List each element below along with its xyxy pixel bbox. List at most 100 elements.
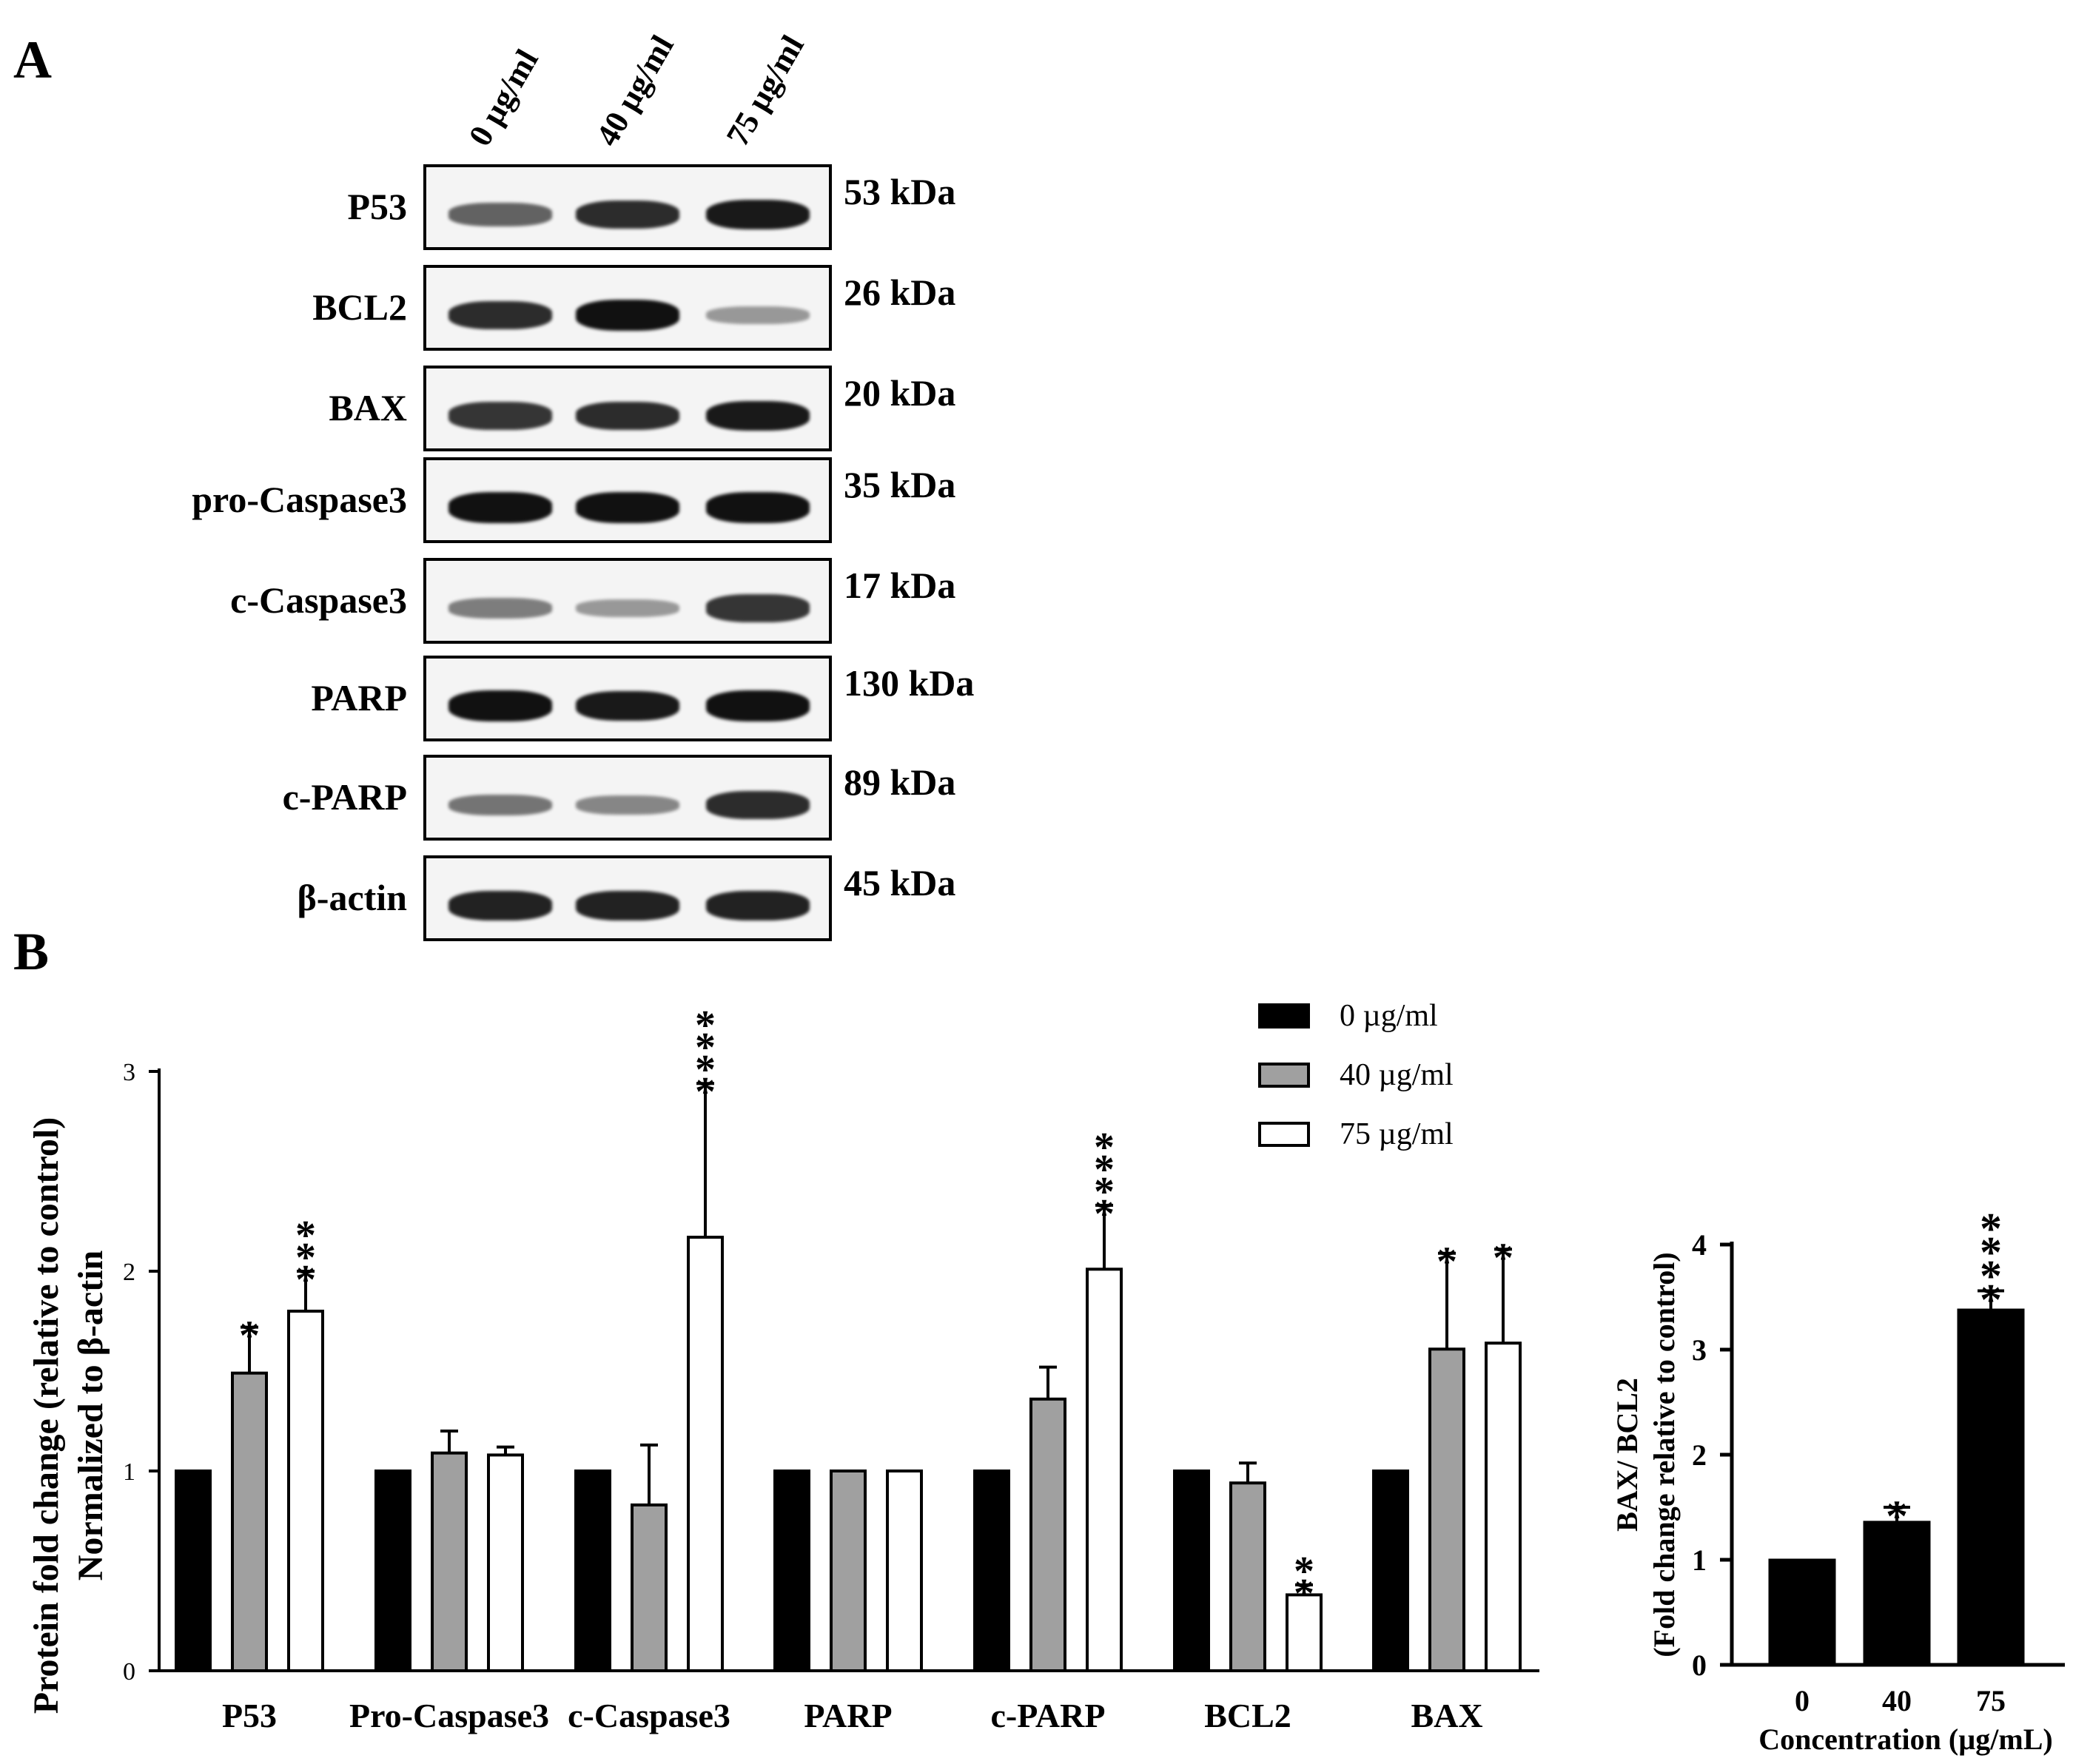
blot-band xyxy=(448,492,552,523)
blot-band xyxy=(706,790,810,820)
bar xyxy=(1957,1308,2025,1666)
bar xyxy=(631,1503,668,1673)
blot-band xyxy=(448,300,552,330)
significance-star: * xyxy=(1886,1492,1908,1541)
significance-star: * xyxy=(295,1235,316,1281)
lane-label: 75 µg/ml xyxy=(719,29,811,152)
blot-protein-label: P53 xyxy=(347,186,407,227)
blot-protein-label: pro-Caspase3 xyxy=(192,479,407,520)
panel-b-letter: B xyxy=(13,922,50,981)
x-tick-label: c-PARP xyxy=(991,1697,1106,1734)
blot-band xyxy=(576,690,679,721)
significance-star: * xyxy=(1094,1125,1115,1171)
significance-star: * xyxy=(295,1213,316,1259)
blot-band xyxy=(706,306,810,324)
legend-label: 40 µg/ml xyxy=(1340,1058,1454,1092)
y-tick-label: 2 xyxy=(123,1259,135,1286)
y-tick-label: 2 xyxy=(1692,1438,1707,1472)
blot-band xyxy=(706,690,810,721)
y-tick-label: 3 xyxy=(1692,1333,1707,1367)
blot-band xyxy=(576,300,679,331)
bar xyxy=(773,1470,810,1672)
significance-star: * xyxy=(695,1003,716,1048)
blot-kda-label: 17 kDa xyxy=(844,565,956,606)
x-tick-label: BAX xyxy=(1411,1697,1482,1734)
significance-star: * xyxy=(1980,1251,2002,1300)
y-tick-label: 0 xyxy=(1692,1649,1707,1682)
bar xyxy=(487,1453,524,1673)
significance-star: * xyxy=(239,1313,260,1359)
significance-star: * xyxy=(695,1047,716,1093)
blot-strip xyxy=(423,265,832,351)
bar xyxy=(231,1371,268,1672)
bar xyxy=(287,1310,324,1672)
blot-band xyxy=(448,891,552,920)
blot-band xyxy=(706,594,810,622)
x-tick-label: 40 xyxy=(1882,1684,1912,1717)
blot-band xyxy=(448,794,552,816)
blot-band xyxy=(576,795,679,815)
blot-protein-label: BAX xyxy=(329,387,407,428)
significance-star: * xyxy=(1294,1549,1314,1595)
significance-star: * xyxy=(1493,1235,1513,1281)
legend-swatch xyxy=(1258,1122,1310,1147)
blot-band xyxy=(576,492,679,523)
blot-protein-label: PARP xyxy=(311,677,407,718)
bar xyxy=(687,1236,724,1673)
lane-label: 40 µg/ml xyxy=(588,29,681,152)
x-tick-label: BCL2 xyxy=(1204,1697,1291,1734)
blot-kda-label: 89 kDa xyxy=(844,761,956,803)
y-tick-label: 1 xyxy=(123,1458,135,1486)
blot-band xyxy=(448,690,552,721)
bar xyxy=(1428,1347,1465,1672)
blot-band xyxy=(576,200,679,229)
blot-band xyxy=(576,599,679,617)
bar xyxy=(1286,1593,1323,1673)
x-tick-label: c-Caspase3 xyxy=(568,1697,730,1734)
x-tick-label: 75 xyxy=(1976,1684,2006,1717)
bar xyxy=(1485,1341,1522,1672)
blot-band xyxy=(706,492,810,523)
bar xyxy=(1173,1470,1210,1672)
significance-star: * xyxy=(295,1257,316,1303)
significance-star: * xyxy=(1437,1239,1457,1285)
lane-label: 0 µg/ml xyxy=(461,43,545,152)
bar xyxy=(973,1470,1010,1672)
blot-band xyxy=(706,891,810,920)
y-axis-label: BAX/ BCL2 xyxy=(1610,1378,1644,1532)
blot-kda-label: 20 kDa xyxy=(844,372,956,414)
blot-band xyxy=(448,598,552,619)
blot-kda-label: 130 kDa xyxy=(844,662,975,704)
legend-swatch xyxy=(1258,1063,1310,1088)
significance-star: * xyxy=(695,1069,716,1115)
blot-protein-label: c-PARP xyxy=(282,776,407,818)
y-axis-label: Normalized to β-actin xyxy=(71,1250,110,1581)
blot-kda-label: 26 kDa xyxy=(844,272,956,313)
bar xyxy=(886,1470,923,1672)
x-axis-label: Concentration (µg/mL) xyxy=(1758,1723,2052,1756)
blot-strip xyxy=(423,558,832,644)
significance-star: * xyxy=(1094,1191,1115,1237)
legend-label: 75 µg/ml xyxy=(1340,1117,1454,1151)
significance-star: * xyxy=(1094,1169,1115,1215)
blot-strip xyxy=(423,755,832,841)
blot-kda-label: 53 kDa xyxy=(844,171,956,212)
blot-kda-label: 45 kDa xyxy=(844,862,956,903)
significance-star: * xyxy=(1294,1571,1314,1617)
bar xyxy=(574,1470,611,1672)
legend-label: 0 µg/ml xyxy=(1340,999,1438,1033)
blot-strip xyxy=(423,164,832,250)
y-tick-label: 3 xyxy=(123,1059,135,1086)
protein-fold-change-chart: 0 1 2 3 Protein fold change (relative to con… xyxy=(27,999,1539,1734)
blot-strip xyxy=(423,855,832,941)
blot-band xyxy=(706,199,810,230)
bar xyxy=(1229,1481,1266,1673)
bax-bcl2-ratio-chart: 0 1 2 3 4 BAX/ BCL2 (Fold change relative to c… xyxy=(1610,1204,2065,1756)
bar xyxy=(1768,1558,1836,1666)
y-tick-label: 0 xyxy=(123,1658,135,1686)
legend-swatch xyxy=(1258,1003,1310,1029)
y-tick-label: 4 xyxy=(1692,1228,1707,1262)
blot-protein-label: BCL2 xyxy=(312,286,407,328)
bar xyxy=(830,1470,867,1672)
significance-star: * xyxy=(695,1025,716,1071)
